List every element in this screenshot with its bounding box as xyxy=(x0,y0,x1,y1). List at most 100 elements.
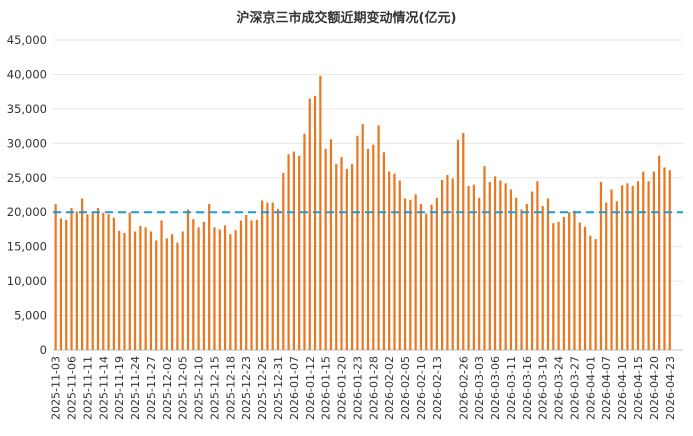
bar xyxy=(139,226,142,350)
bar xyxy=(261,200,264,350)
x-tick-label: 2025-12-18 xyxy=(224,356,237,420)
x-tick-label: 2026-03-03 xyxy=(473,356,486,420)
bar xyxy=(308,98,311,350)
bar xyxy=(234,230,237,350)
bar xyxy=(335,164,338,350)
bar xyxy=(165,238,168,350)
bar xyxy=(599,181,603,350)
x-tick-label: 2025-12-26 xyxy=(256,356,269,420)
x-tick-label: 2026-02-05 xyxy=(399,356,412,420)
bar xyxy=(557,221,560,350)
bar xyxy=(287,154,290,350)
bar xyxy=(213,227,216,350)
bar xyxy=(568,212,571,350)
x-tick-label: 2026-02-10 xyxy=(415,356,428,420)
bar xyxy=(372,144,375,350)
x-tick-label: 2026-04-10 xyxy=(616,356,629,420)
bar xyxy=(340,157,343,350)
x-tick-label: 2026-04-23 xyxy=(664,356,677,420)
x-tick-label: 2026-01-07 xyxy=(288,356,301,420)
x-tick-label: 2025-11-03 xyxy=(50,356,63,420)
bar xyxy=(536,181,539,350)
bar xyxy=(133,231,137,350)
bar xyxy=(149,231,153,350)
x-tick-label: 2025-11-27 xyxy=(145,356,158,420)
bar xyxy=(515,197,518,350)
bar xyxy=(324,148,327,350)
x-tick-label: 2025-12-23 xyxy=(240,356,253,420)
bar xyxy=(91,212,94,350)
bar xyxy=(456,139,460,350)
bar xyxy=(123,232,126,350)
x-tick-label: 2025-11-06 xyxy=(66,356,79,420)
bar xyxy=(208,203,211,350)
bar xyxy=(573,210,576,350)
bar xyxy=(329,139,333,350)
bar xyxy=(621,185,624,350)
bar xyxy=(509,189,513,350)
x-tick-label: 2026-03-27 xyxy=(568,356,581,420)
y-tick-label: 45,000 xyxy=(7,33,47,47)
x-tick-label: 2026-03-16 xyxy=(521,356,534,420)
y-tick-label: 25,000 xyxy=(7,171,47,185)
bar xyxy=(488,181,491,350)
bar xyxy=(245,214,248,350)
bar xyxy=(583,226,587,350)
bar xyxy=(176,242,179,350)
bar xyxy=(647,181,650,350)
bar xyxy=(435,197,438,350)
bar xyxy=(398,180,401,350)
bar xyxy=(546,198,550,350)
bar xyxy=(414,194,417,350)
bar xyxy=(430,204,433,350)
bar xyxy=(292,151,295,350)
bar xyxy=(118,230,121,350)
bar xyxy=(128,212,131,350)
bar xyxy=(605,202,608,350)
x-tick-label: 2026-01-28 xyxy=(367,356,380,420)
bar xyxy=(493,176,497,350)
x-tick-label: 2025-11-24 xyxy=(129,356,142,420)
bar xyxy=(642,171,645,350)
bar xyxy=(197,227,200,350)
bar xyxy=(81,198,84,350)
bar xyxy=(59,218,63,350)
bar xyxy=(467,186,470,350)
bar xyxy=(377,125,380,350)
x-tick-label: 2026-03-24 xyxy=(553,356,566,420)
bar xyxy=(562,217,565,350)
bar xyxy=(70,208,73,350)
bar xyxy=(229,234,232,350)
bar xyxy=(223,225,227,350)
bar xyxy=(303,133,306,350)
x-tick-label: 2026-04-07 xyxy=(600,356,613,420)
bar xyxy=(446,175,449,350)
bar xyxy=(499,180,502,350)
bar xyxy=(578,222,581,350)
bar xyxy=(403,198,407,350)
bar xyxy=(626,183,629,350)
x-tick-label: 2025-12-31 xyxy=(272,356,285,420)
x-tick-label: 2026-01-23 xyxy=(351,356,364,420)
x-tick-label: 2026-04-20 xyxy=(648,356,661,420)
x-tick-label: 2025-12-05 xyxy=(177,356,190,420)
x-tick-label: 2026-03-06 xyxy=(489,356,502,420)
bar xyxy=(255,219,258,350)
y-tick-label: 40,000 xyxy=(7,67,47,81)
y-tick-label: 15,000 xyxy=(7,240,47,254)
bar xyxy=(107,214,110,350)
bar xyxy=(525,203,528,350)
x-tick-label: 2026-01-12 xyxy=(304,356,317,420)
bar xyxy=(276,208,280,350)
bar xyxy=(658,155,661,350)
bar xyxy=(356,135,359,350)
bar xyxy=(541,206,544,350)
bar xyxy=(552,223,555,350)
bar xyxy=(366,148,370,350)
bar xyxy=(483,166,486,350)
x-tick-label: 2026-04-01 xyxy=(584,356,597,420)
bar xyxy=(451,178,454,350)
x-tick-label: 2025-12-10 xyxy=(193,356,206,420)
